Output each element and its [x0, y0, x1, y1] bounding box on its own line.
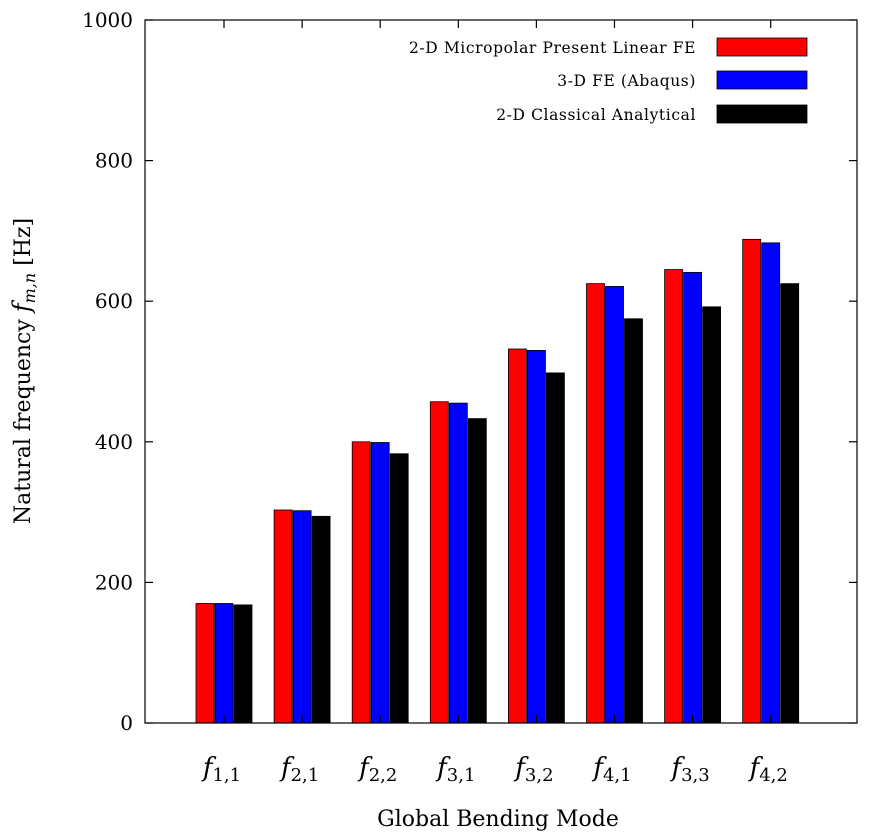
- x-tick-label: f3,1: [435, 753, 475, 786]
- plot-frame: [144, 19, 858, 724]
- bar: [605, 286, 624, 724]
- bar: [702, 306, 721, 724]
- bar: [195, 603, 215, 724]
- y-tick-label: 600: [95, 289, 133, 313]
- y-tick-label: 1000: [82, 8, 133, 32]
- bar: [311, 515, 331, 724]
- bar: [761, 242, 781, 724]
- y-axis-label-unit: [Hz]: [11, 218, 36, 273]
- bar: [780, 283, 800, 724]
- bar: [586, 283, 605, 724]
- x-tick-label: f2,2: [357, 753, 397, 786]
- x-tick-label: f1,1: [201, 753, 241, 786]
- bar: [273, 509, 293, 724]
- x-tick-label-subscript: 4,2: [759, 765, 788, 786]
- x-tick-label-subscript: 3,2: [525, 765, 554, 786]
- bar: [351, 441, 371, 724]
- legend-swatch: [716, 37, 808, 57]
- bar: [546, 372, 565, 724]
- bar: [527, 350, 546, 724]
- bar: [370, 442, 390, 724]
- bars-layer: [195, 238, 800, 724]
- legend-swatch: [716, 104, 808, 124]
- y-tick-label: 200: [95, 570, 133, 594]
- y-axis-label-subscript: m,n: [20, 273, 39, 304]
- y-tick-label: 400: [95, 430, 133, 454]
- bar: [429, 401, 449, 724]
- x-tick-label: f3,2: [513, 753, 553, 786]
- x-tick-label-subscript: 4,1: [603, 765, 632, 786]
- bar: [683, 271, 702, 724]
- bar: [448, 402, 468, 724]
- bar: [389, 453, 409, 724]
- legend-label: 2-D Classical Analytical: [496, 106, 696, 124]
- x-tick-label-subscript: 3,1: [447, 765, 476, 786]
- y-tick-label: 800: [95, 149, 133, 173]
- x-tick-label-subscript: 1,1: [212, 765, 241, 786]
- bar: [467, 418, 487, 724]
- bar: [292, 510, 312, 724]
- x-tick-label: f4,2: [748, 753, 788, 786]
- legend-swatch: [716, 70, 808, 90]
- x-tick-label-subscript: 3,3: [681, 765, 710, 786]
- y-tick-label: 0: [120, 711, 133, 735]
- legend-label: 3-D FE (Abaqus): [557, 72, 696, 90]
- legend: 2-D Micropolar Present Linear FE 3-D FE (…: [409, 37, 808, 124]
- x-axis-label: Global Bending Mode: [377, 807, 619, 832]
- x-tick-label: f4,1: [591, 753, 631, 786]
- x-tick-label: f3,3: [669, 753, 709, 786]
- bar: [742, 238, 762, 724]
- bar: [214, 603, 234, 724]
- y-axis-label-prefix: Natural frequency: [11, 312, 36, 524]
- x-tick-label-subscript: 2,1: [291, 765, 320, 786]
- y-axis-label: Natural frequency fm,n [Hz]: [8, 218, 39, 524]
- bar: [624, 318, 643, 724]
- bar: [233, 604, 253, 724]
- x-tick-label: f2,1: [279, 753, 319, 786]
- bar: [507, 348, 527, 724]
- y-axis: 0 200 400 600 800 1000: [82, 8, 857, 735]
- legend-label: 2-D Micropolar Present Linear FE: [409, 39, 696, 57]
- x-tick-label-subscript: 2,2: [369, 765, 398, 786]
- bar: [664, 269, 683, 724]
